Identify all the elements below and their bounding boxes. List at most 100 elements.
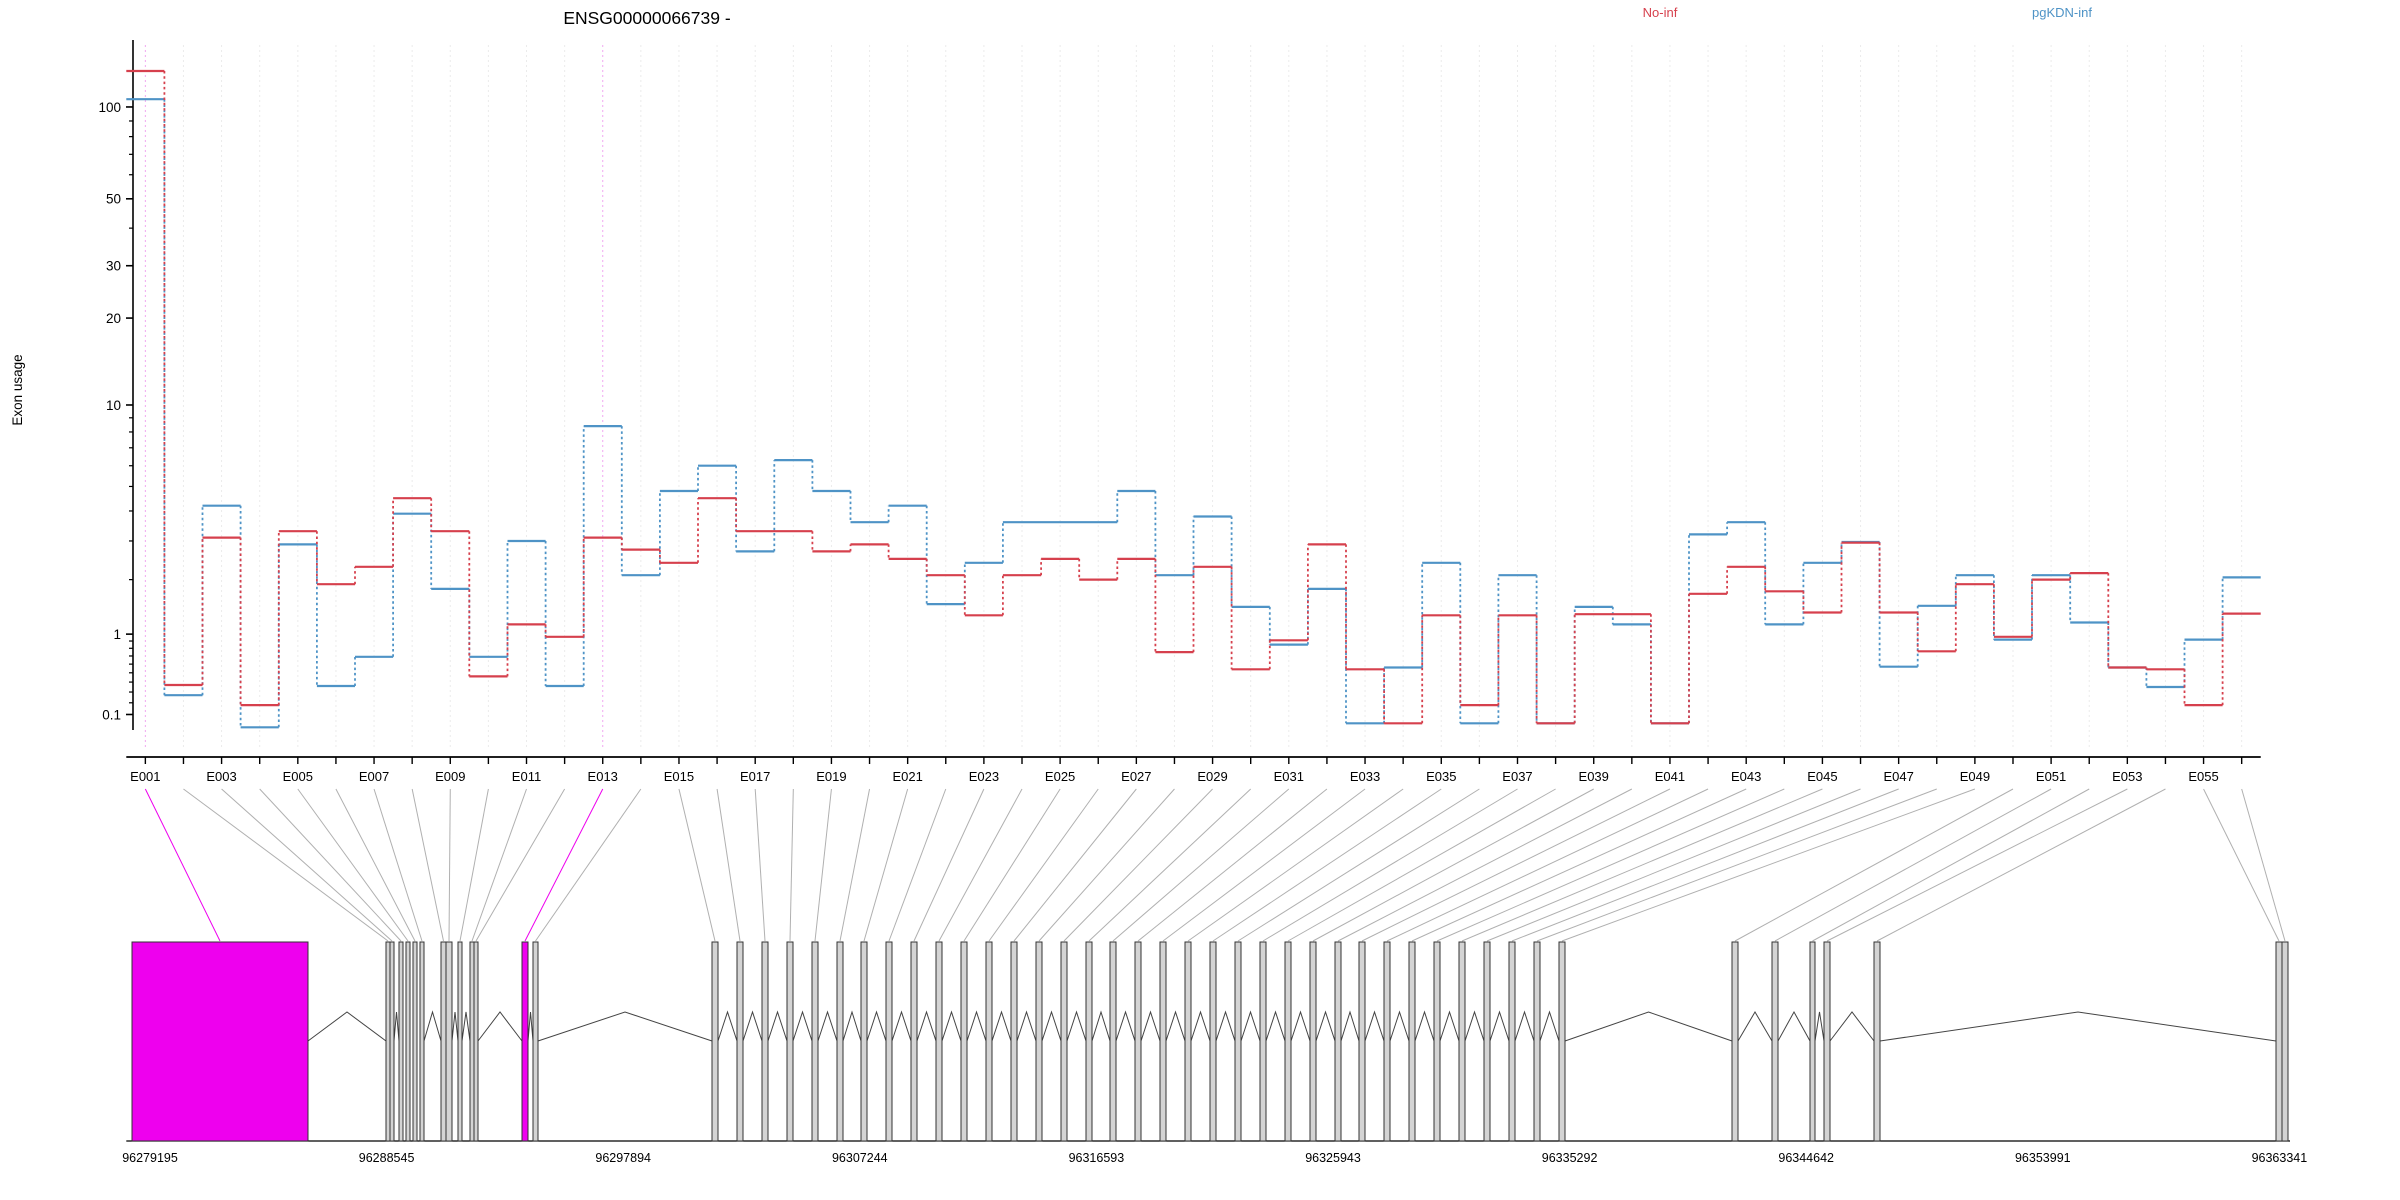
intron-line (1364, 1010, 1385, 1042)
gene-exon (1508, 941, 1516, 1142)
genomic-coordinate-label: 96288545 (359, 1151, 415, 1165)
intron-line (1115, 1010, 1136, 1042)
fan-line (863, 788, 909, 942)
fan-line (1237, 788, 1480, 942)
fan-line (1486, 788, 1861, 942)
exon-tick-label: E011 (512, 769, 541, 784)
y-axis-tick-label: 1 (113, 627, 121, 642)
intron-line (1066, 1010, 1087, 1042)
intron-line (1814, 1011, 1825, 1042)
intron-line (1514, 1010, 1535, 1042)
intron-line (451, 1011, 459, 1042)
series-connector-pgKDN-inf (163, 99, 2224, 728)
intron-line (1240, 1010, 1261, 1042)
intron-line (1315, 1010, 1336, 1042)
gene-exon (1558, 941, 1566, 1142)
exon-tick-label: E039 (1579, 769, 1609, 784)
intron-line (393, 1011, 400, 1042)
intron-line (1340, 1010, 1360, 1042)
gene-exon (469, 941, 475, 1142)
intron-line (991, 1010, 1012, 1042)
intron-line (842, 1010, 862, 1042)
exon-tick-label: E023 (969, 769, 999, 784)
fan-line (335, 788, 416, 942)
intron-line (1489, 1010, 1510, 1042)
gene-exon (1731, 941, 1739, 1142)
exon-tick-label: E005 (283, 769, 313, 784)
fan-line (789, 788, 794, 942)
fan-line-highlighted (144, 788, 221, 942)
fan-line (183, 788, 389, 942)
gene-exon (385, 941, 391, 1142)
fan-line (1013, 788, 1137, 942)
fan-line (754, 788, 766, 942)
gene-exon (1809, 941, 1816, 1142)
intron-line (1879, 1011, 2277, 1042)
fan-line (988, 788, 1099, 942)
series-connector-No-inf (163, 71, 2224, 724)
genomic-coordinate-label: 96344642 (1778, 1151, 1834, 1165)
gene-exon-highlighted (521, 941, 529, 1142)
fan-line (2203, 788, 2280, 942)
fan-line (716, 788, 741, 942)
gene-exon (532, 941, 539, 1142)
intron-line (817, 1010, 838, 1042)
fan-line (448, 788, 451, 942)
gene-exon (836, 941, 844, 1142)
gene-exon (419, 941, 425, 1142)
genomic-coordinate-label: 96279195 (122, 1151, 178, 1165)
exon-tick-label: E031 (1274, 769, 1304, 784)
intron-line (1091, 1010, 1111, 1042)
fan-line (938, 788, 1023, 942)
intron-line (1564, 1011, 1733, 1042)
gene-exon (1159, 941, 1167, 1142)
intron-line (1215, 1010, 1236, 1042)
fan-line (1561, 788, 1976, 942)
intron-line (916, 1010, 937, 1042)
gene-exon (1771, 941, 1779, 1142)
fan-line (1411, 788, 1747, 942)
fan-line (411, 788, 444, 942)
fan-line (1162, 788, 1366, 942)
exon-tick-label: E049 (1960, 769, 1990, 784)
gene-exon (2275, 941, 2283, 1142)
intron-line (966, 1010, 987, 1042)
gene-exon (1209, 941, 1217, 1142)
genomic-coordinate-label: 96316593 (1069, 1151, 1125, 1165)
fan-line (1812, 788, 2090, 942)
fan-line (221, 788, 393, 942)
intron-line (1190, 1010, 1211, 1042)
fan-line (1734, 788, 2014, 942)
fan-line (678, 788, 716, 942)
fan-line (1826, 788, 2128, 942)
intron-line (1439, 1010, 1460, 1042)
exon-tick-label: E045 (1807, 769, 1837, 784)
fan-line (814, 788, 832, 942)
intron-line (1414, 1010, 1435, 1042)
fan-line (1337, 788, 1633, 942)
gene-exon (910, 941, 918, 1142)
fan-line (1137, 788, 1328, 942)
exon-tick-label: E047 (1883, 769, 1913, 784)
genomic-coordinate-label: 96363341 (2252, 1151, 2308, 1165)
intron-line (423, 1010, 442, 1042)
gene-exon (412, 941, 418, 1142)
intron-line (527, 1011, 534, 1042)
gene-exon (1873, 941, 1881, 1142)
gene-exon (1060, 941, 1068, 1142)
fan-line (373, 788, 423, 942)
gene-exon (1823, 941, 1831, 1142)
gene-exon (1334, 941, 1342, 1142)
exon-tick-label: E027 (1121, 769, 1151, 784)
intron-line (1389, 1010, 1410, 1042)
fan-line (471, 788, 527, 942)
fan-line (535, 788, 642, 942)
exon-tick-label: E019 (816, 769, 846, 784)
intron-line (1016, 1010, 1037, 1042)
fan-line (1112, 788, 1290, 942)
exon-tick-label: E053 (2112, 769, 2142, 784)
fan-line (1461, 788, 1823, 942)
gene-exon-highlighted (131, 941, 309, 1142)
gene-exon (1458, 941, 1466, 1142)
